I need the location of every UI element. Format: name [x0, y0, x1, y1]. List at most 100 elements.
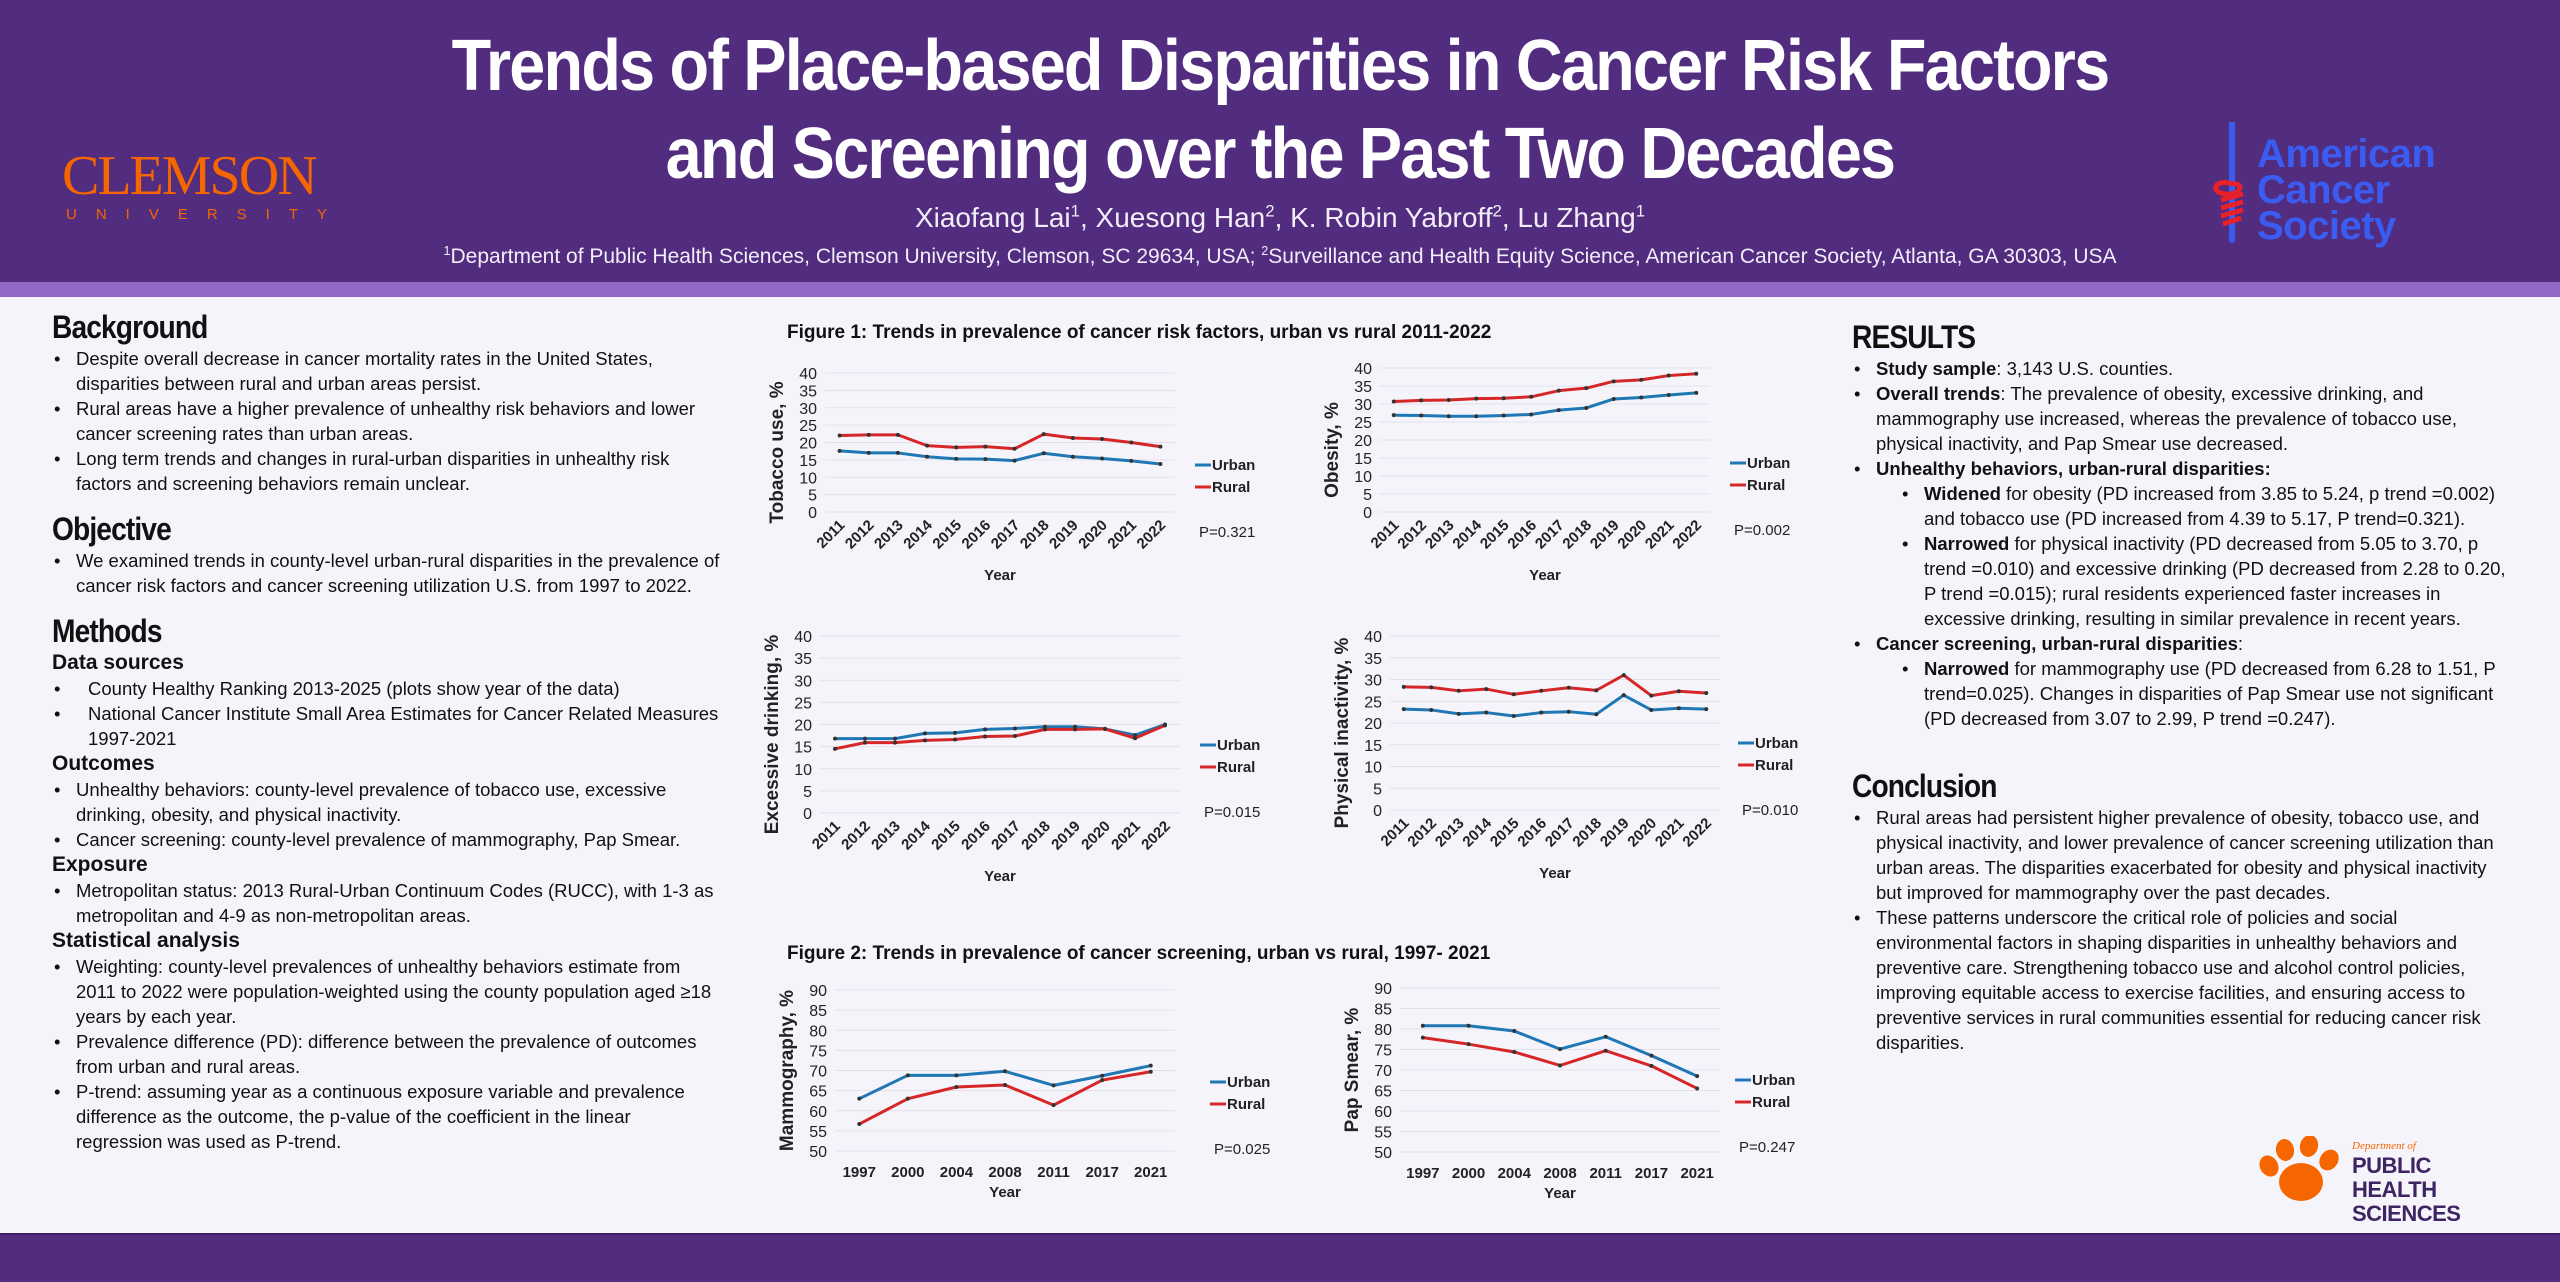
data-point-rural	[1474, 396, 1479, 401]
data-point-urban	[1621, 693, 1626, 698]
x-tick-label: 2004	[1498, 1165, 1532, 1182]
data-point-urban	[1401, 707, 1406, 712]
list-item: County Healthy Ranking 2013-2025 (plots …	[52, 676, 722, 701]
data-point-urban	[983, 457, 988, 462]
x-tick-label: 2012	[842, 517, 878, 553]
legend-label-rural: Rural	[1752, 1094, 1790, 1111]
poster-title-line-2: and Screening over the Past Two Decades	[665, 114, 1896, 194]
data-point-urban	[1158, 462, 1163, 467]
y-tick-label: 40	[1364, 629, 1382, 646]
data-point-urban	[1603, 1034, 1608, 1039]
data-point-rural	[1694, 371, 1699, 376]
list-item: P-trend: assuming year as a continuous e…	[52, 1079, 722, 1154]
x-tick-label: 2013	[1432, 815, 1468, 851]
x-tick-label: 2018	[1018, 818, 1054, 854]
data-point-rural	[925, 443, 930, 448]
p-trend-annotation: P=0.015	[1204, 804, 1260, 821]
legend-label-urban: Urban	[1747, 455, 1790, 472]
x-tick-label: 2015	[1477, 517, 1513, 553]
x-tick-label: 2016	[959, 517, 995, 553]
y-tick-label: 75	[809, 1043, 827, 1060]
y-tick-label: 35	[799, 383, 817, 400]
data-point-rural	[1566, 685, 1571, 690]
affiliations: 1Department of Public Health Sciences, C…	[443, 244, 2117, 268]
results-list: Study sample: 3,143 U.S. counties. Overa…	[1852, 356, 2512, 731]
x-axis-label: Year	[1539, 865, 1571, 882]
data-point-rural	[1003, 1082, 1007, 1087]
data-point-urban	[866, 450, 871, 455]
data-point-rural	[1133, 736, 1137, 741]
x-tick-label: 2019	[1046, 517, 1082, 553]
x-tick-label: 2017	[1085, 1164, 1118, 1181]
list-item: Narrowed for physical inactivity (PD dec…	[1900, 531, 2512, 631]
data-point-urban	[1013, 726, 1017, 731]
data-point-urban	[1133, 733, 1137, 738]
x-tick-label: 2011	[1589, 1165, 1622, 1182]
y-tick-label: 70	[1374, 1063, 1392, 1080]
affiliation-2: Surveillance and Health Equity Science, …	[1268, 245, 2117, 268]
y-tick-label: 5	[808, 488, 817, 505]
data-point-urban	[1474, 414, 1479, 419]
x-tick-label: 2013	[868, 818, 904, 854]
clemson-university-logo: CLEMSON UNIVERSITY	[62, 148, 362, 228]
data-point-rural	[1695, 1086, 1700, 1091]
exposure-heading: Exposure	[52, 853, 148, 876]
data-point-urban	[1501, 413, 1506, 418]
x-tick-label: 2021	[1652, 815, 1688, 851]
data-point-urban	[837, 448, 842, 453]
x-tick-label: 2012	[1404, 815, 1440, 851]
x-tick-label: 2017	[1532, 517, 1568, 553]
header-accent-stripe	[0, 282, 2560, 297]
y-tick-label: 65	[809, 1084, 827, 1101]
objective-list: We examined trends in county-level urban…	[52, 548, 722, 598]
statistical-analysis-heading: Statistical analysis	[52, 929, 240, 952]
y-tick-label: 35	[1364, 651, 1382, 668]
x-tick-label: 2020	[1075, 517, 1111, 553]
list-item: Cancer screening: county-level prevalenc…	[52, 827, 722, 852]
list-item: Cancer screening, urban-rural disparitie…	[1852, 631, 2512, 731]
data-point-rural	[1073, 727, 1077, 732]
y-tick-label: 0	[1373, 803, 1382, 820]
acs-logo-line-1: American	[2257, 132, 2436, 176]
data-point-rural	[983, 734, 987, 739]
data-point-urban	[1511, 714, 1516, 719]
legend-label-rural: Rural	[1212, 479, 1250, 496]
data-point-rural	[1070, 435, 1075, 440]
data-point-rural	[1163, 723, 1167, 728]
data-point-rural	[1013, 734, 1017, 739]
x-tick-label: 2011	[809, 818, 844, 853]
affiliation-1: Department of Public Health Sciences, Cl…	[450, 245, 1262, 268]
data-point-rural	[1041, 432, 1046, 437]
series-line-rural	[858, 1070, 1151, 1126]
y-tick-label: 25	[799, 418, 817, 435]
data-point-rural	[1704, 690, 1709, 695]
y-tick-label: 90	[1374, 981, 1392, 998]
data-point-urban	[1649, 1053, 1654, 1058]
data-point-rural	[905, 1096, 910, 1101]
data-point-rural	[1484, 687, 1489, 692]
data-point-rural	[1419, 398, 1424, 403]
author-list: Xiaofang Lai1, Xuesong Han2, K. Robin Ya…	[914, 201, 1646, 233]
y-tick-label: 10	[1364, 760, 1382, 777]
y-axis-label: Pap Smear, %	[1342, 1008, 1363, 1133]
data-point-rural	[1558, 1063, 1562, 1068]
y-tick-label: 80	[809, 1023, 827, 1040]
data-point-urban	[1694, 390, 1699, 395]
conclusion-heading: Conclusion	[1852, 768, 1997, 804]
y-tick-label: 0	[808, 505, 817, 522]
x-tick-label: 2022	[1679, 815, 1715, 851]
series-line-urban	[1403, 693, 1707, 718]
x-axis-label: Year	[1529, 567, 1561, 584]
y-tick-label: 10	[794, 762, 812, 779]
outcomes-heading: Outcomes	[52, 752, 155, 775]
y-tick-label: 10	[1354, 469, 1372, 486]
data-point-urban	[1704, 707, 1709, 712]
data-point-urban	[1529, 412, 1534, 417]
data-point-rural	[893, 740, 897, 745]
list-item: Unhealthy behaviors: county-level preval…	[52, 777, 722, 827]
data-point-urban	[833, 736, 837, 741]
data-point-urban	[1456, 711, 1461, 716]
x-tick-label: 2015	[1487, 815, 1523, 851]
x-tick-label: 2021	[1680, 1165, 1713, 1182]
